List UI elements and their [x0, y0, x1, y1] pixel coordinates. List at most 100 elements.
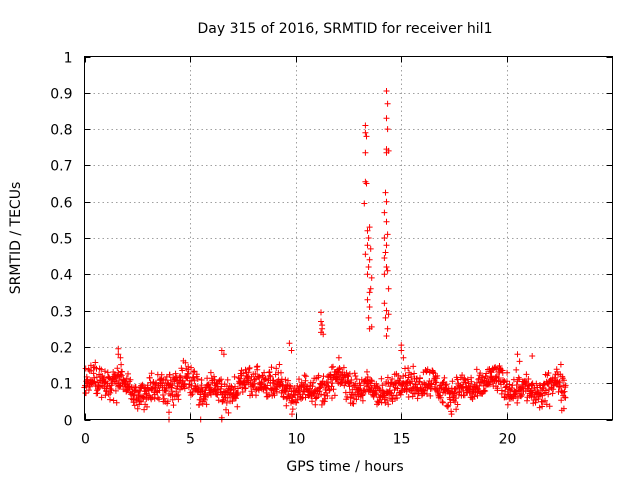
data-point [347, 394, 354, 401]
data-point [156, 396, 163, 403]
data-point [381, 300, 388, 307]
data-point [282, 376, 289, 383]
data-point [100, 376, 107, 382]
y-tick-label: 1 [64, 51, 73, 67]
data-point [286, 382, 293, 389]
data-point [453, 406, 460, 413]
data-point [170, 402, 177, 409]
data-point [223, 399, 230, 406]
data-point [364, 227, 371, 234]
data-point [546, 403, 553, 410]
data-point [486, 381, 493, 388]
data-point [421, 387, 428, 394]
data-point [323, 389, 330, 396]
data-point [365, 264, 372, 270]
data-point [283, 402, 290, 409]
grid-lines [84, 56, 613, 420]
data-point [352, 373, 359, 379]
data-point [312, 401, 319, 408]
y-tick-label: 0.1 [50, 377, 72, 393]
data-point [495, 375, 502, 381]
data-point [164, 398, 171, 405]
data-point [362, 251, 369, 258]
data-point [359, 397, 366, 404]
y-tick-label: 0.4 [50, 268, 72, 284]
data-point [107, 385, 114, 392]
data-point [539, 385, 546, 392]
data-point [398, 347, 405, 354]
data-point [237, 375, 244, 382]
data-point [498, 387, 505, 394]
data-point [201, 396, 208, 403]
data-point [492, 374, 499, 381]
data-point [179, 367, 186, 374]
data-point [318, 391, 325, 398]
data-point [223, 406, 229, 413]
data-point [402, 385, 409, 392]
x-tick-label: 10 [288, 432, 306, 448]
x-tick-label: 20 [499, 432, 517, 448]
data-point [359, 392, 366, 399]
data-point [91, 378, 98, 385]
y-tick-label: 0.7 [50, 159, 72, 175]
y-tick-label: 0 [64, 414, 73, 430]
data-point [381, 235, 388, 241]
data-point [383, 88, 390, 94]
data-point [348, 377, 355, 383]
data-point [481, 387, 488, 394]
data-point [138, 398, 145, 405]
data-point [143, 390, 150, 397]
data-point [298, 395, 305, 402]
data-point [234, 403, 241, 410]
data-point [483, 370, 490, 377]
data-point [508, 385, 515, 391]
data-point [98, 394, 105, 401]
data-point [169, 396, 176, 403]
data-point [135, 389, 141, 396]
data-point [158, 371, 165, 378]
data-point [554, 368, 561, 375]
data-point [471, 393, 478, 400]
data-point [112, 387, 119, 394]
data-point [102, 392, 109, 399]
data-point [529, 353, 536, 359]
data-point [532, 399, 539, 406]
data-point [382, 249, 389, 256]
data-point [315, 372, 322, 379]
data-point [136, 387, 143, 394]
data-point [115, 351, 122, 358]
data-point [251, 380, 258, 387]
y-tick-label: 0.2 [50, 341, 72, 357]
data-point [296, 376, 302, 383]
data-point [383, 333, 390, 339]
data-point [430, 370, 437, 377]
data-point [450, 394, 456, 401]
data-point [363, 180, 370, 187]
data-point [193, 371, 200, 378]
data-point [518, 393, 525, 400]
data-point [116, 383, 123, 390]
x-tick-label: 0 [81, 432, 90, 448]
data-point [230, 386, 237, 393]
plot-frame [84, 56, 613, 420]
data-point [440, 399, 446, 406]
data-point [424, 391, 430, 397]
data-point [329, 395, 335, 402]
data-point [383, 115, 390, 122]
data-point [166, 409, 172, 416]
data-point [378, 375, 385, 382]
data-point [384, 267, 391, 274]
data-point [352, 380, 359, 387]
data-point [385, 311, 392, 318]
data-point [387, 389, 394, 396]
data-point [482, 388, 489, 394]
data-point [539, 403, 546, 410]
data-point [384, 100, 391, 107]
data-point [110, 397, 117, 404]
data-point [434, 372, 441, 379]
data-point [218, 376, 225, 383]
data-point [318, 318, 324, 325]
data-point [276, 361, 283, 368]
data-point [273, 365, 280, 372]
data-point [254, 363, 261, 370]
